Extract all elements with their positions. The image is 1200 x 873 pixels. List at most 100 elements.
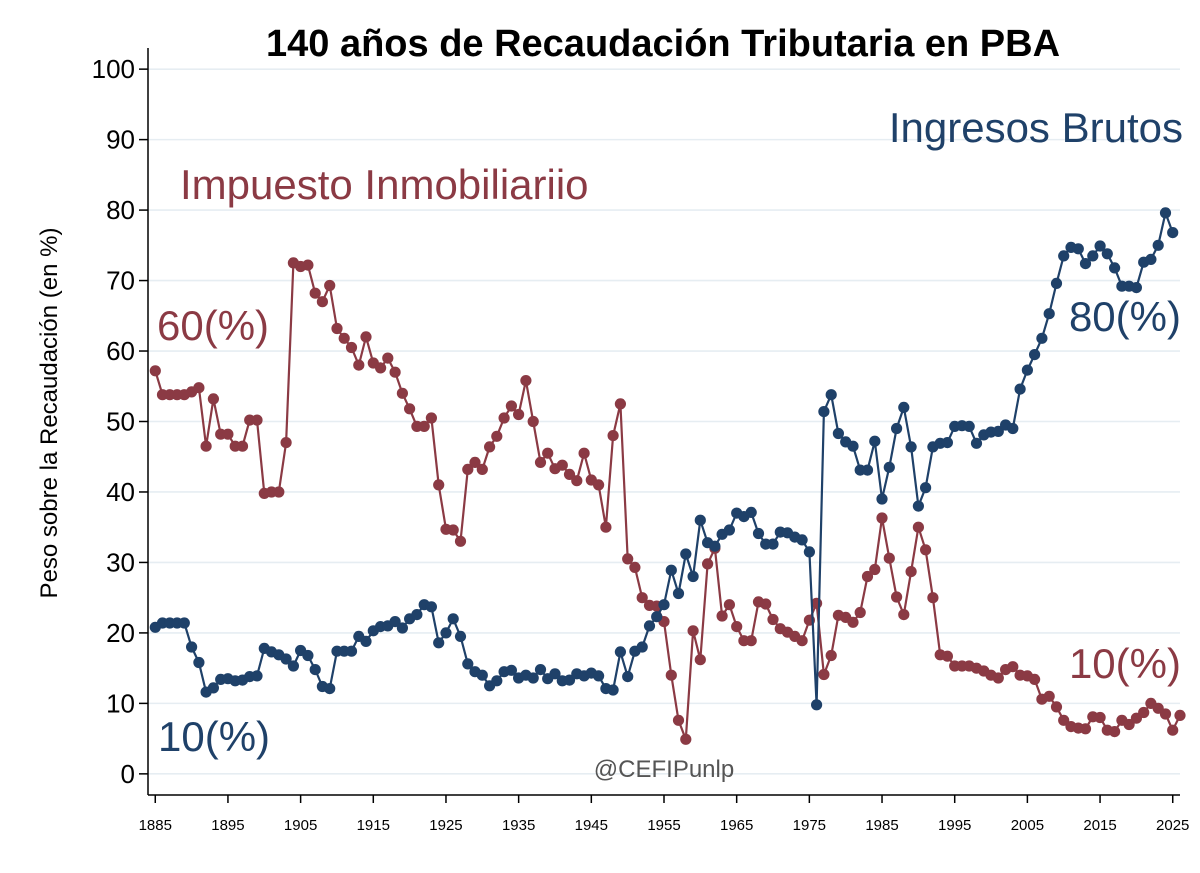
- data-point-inmob-1922: [418, 420, 430, 432]
- data-point-inmob-1924: [433, 479, 445, 491]
- data-point-iibb-1957: [672, 587, 685, 600]
- data-point-iibb-1976: [811, 699, 823, 711]
- data-point-inmob-1907: [309, 287, 321, 299]
- x-tick-label: 1925: [429, 817, 462, 834]
- data-point-inmob-1885: [149, 365, 161, 377]
- inmob-start-annotation: 60(%): [157, 302, 269, 349]
- data-point-iibb-1893: [207, 682, 219, 694]
- data-point-inmob-1914: [360, 331, 372, 343]
- data-point-iibb-1950: [622, 671, 634, 683]
- y-tick-label: 0: [121, 759, 135, 789]
- data-point-inmob-1902: [273, 486, 285, 498]
- data-point-iibb-1942: [563, 674, 576, 686]
- y-tick-label: 70: [106, 266, 135, 296]
- data-point-inmob-1991: [920, 544, 932, 556]
- data-point-iibb-1985: [876, 493, 888, 505]
- data-point-inmob-1912: [345, 341, 358, 354]
- x-tick-label: 1915: [357, 817, 390, 834]
- y-tick-label: 50: [106, 407, 135, 437]
- iibb-start-annotation: 10(%): [158, 713, 270, 760]
- data-point-iibb-1946: [593, 670, 605, 682]
- inmob-end-annotation: 10(%): [1069, 640, 1181, 687]
- data-point-inmob-1974: [796, 635, 808, 647]
- data-point-inmob-1970: [767, 613, 779, 626]
- series-inmob: [149, 257, 1186, 745]
- data-point-iibb-1958: [680, 548, 692, 560]
- data-point-iibb-1989: [905, 441, 917, 453]
- data-point-inmob-1935: [513, 408, 525, 421]
- data-point-iibb-2024: [1159, 207, 1172, 219]
- data-point-inmob-1937: [527, 415, 539, 428]
- data-point-iibb-1912: [345, 645, 358, 657]
- data-point-iibb-2004: [1014, 383, 1026, 395]
- data-point-iibb-1997: [963, 420, 975, 432]
- x-axis: 1885 1895 1905 1915 1925 1935 1945 1955 1965 1975…: [139, 794, 1189, 834]
- data-point-inmob-2008: [1043, 690, 1055, 702]
- data-point-inmob-1913: [353, 359, 365, 371]
- data-point-inmob-1903: [280, 437, 292, 449]
- data-point-iibb-1955: [658, 599, 670, 611]
- data-point-inmob-1920: [404, 403, 416, 415]
- data-point-inmob-1934: [505, 400, 517, 412]
- data-point-inmob-1895: [222, 428, 234, 440]
- data-point-inmob-1918: [389, 366, 401, 378]
- data-point-inmob-1928: [462, 463, 474, 475]
- x-tick-label: 1935: [502, 817, 535, 834]
- data-point-iibb-1975: [803, 546, 816, 558]
- data-point-inmob-1958: [680, 733, 692, 745]
- y-tick-label: 60: [106, 336, 135, 366]
- data-point-inmob-1899: [251, 414, 263, 426]
- data-point-inmob-1956: [665, 669, 677, 681]
- x-tick-label: 2005: [1011, 817, 1044, 834]
- data-point-iibb-1998: [970, 437, 983, 449]
- data-point-iibb-2023: [1152, 239, 1164, 251]
- y-tick-label: 20: [106, 618, 135, 648]
- data-point-iibb-1968: [752, 527, 765, 540]
- data-point-iibb-1889: [178, 617, 190, 629]
- data-point-inmob-1950: [622, 553, 634, 565]
- data-point-inmob-1917: [382, 352, 394, 364]
- data-point-iibb-1921: [411, 609, 423, 621]
- data-point-iibb-1938: [534, 664, 547, 676]
- chart-title: 140 años de Recaudación Tributaria en PB…: [266, 23, 1060, 65]
- data-point-inmob-1994: [941, 650, 954, 662]
- data-point-iibb-2005: [1021, 364, 1033, 376]
- data-point-iibb-1918: [389, 616, 401, 628]
- data-point-iibb-2006: [1029, 349, 1041, 361]
- data-point-inmob-1942: [563, 468, 576, 480]
- x-tick-label: 1895: [211, 817, 244, 834]
- y-tick-label: 90: [106, 125, 135, 155]
- inmob-series-label: Impuesto Inmobiliariio: [180, 161, 589, 208]
- data-point-iibb-2020: [1130, 282, 1142, 294]
- series-iibb: [149, 207, 1179, 711]
- data-point-iibb-1934: [505, 664, 517, 676]
- data-point-inmob-2019: [1123, 718, 1135, 731]
- data-point-inmob-2024: [1159, 708, 1172, 720]
- data-point-iibb-1909: [324, 683, 336, 695]
- data-point-iibb-2022: [1145, 253, 1157, 265]
- watermark: @CEFIPunlp: [594, 756, 734, 783]
- y-tick-label: 40: [106, 477, 135, 507]
- iibb-end-annotation: 80(%): [1069, 293, 1181, 340]
- data-point-inmob-2026: [1174, 709, 1186, 722]
- y-tick-label: 100: [92, 54, 135, 84]
- data-point-inmob-2025: [1167, 724, 1179, 736]
- data-point-iibb-1954: [651, 611, 663, 623]
- data-point-inmob-1978: [825, 649, 837, 662]
- data-point-iibb-2001: [992, 425, 1004, 437]
- data-point-inmob-1969: [760, 598, 772, 610]
- data-point-inmob-2003: [1007, 661, 1019, 673]
- data-point-iibb-1907: [309, 664, 321, 676]
- data-point-iibb-1986: [883, 461, 895, 473]
- iibb-series-label: Ingresos Brutos: [889, 104, 1183, 151]
- data-point-iibb-1949: [614, 646, 627, 658]
- data-point-iibb-2008: [1043, 308, 1055, 320]
- data-point-iibb-1967: [745, 506, 757, 518]
- data-point-inmob-1977: [818, 668, 830, 681]
- data-point-inmob-1919: [396, 387, 408, 399]
- data-point-inmob-1916: [375, 362, 387, 374]
- data-point-iibb-1974: [796, 534, 808, 546]
- data-point-inmob-1938: [534, 456, 547, 468]
- data-point-iibb-1914: [360, 635, 372, 648]
